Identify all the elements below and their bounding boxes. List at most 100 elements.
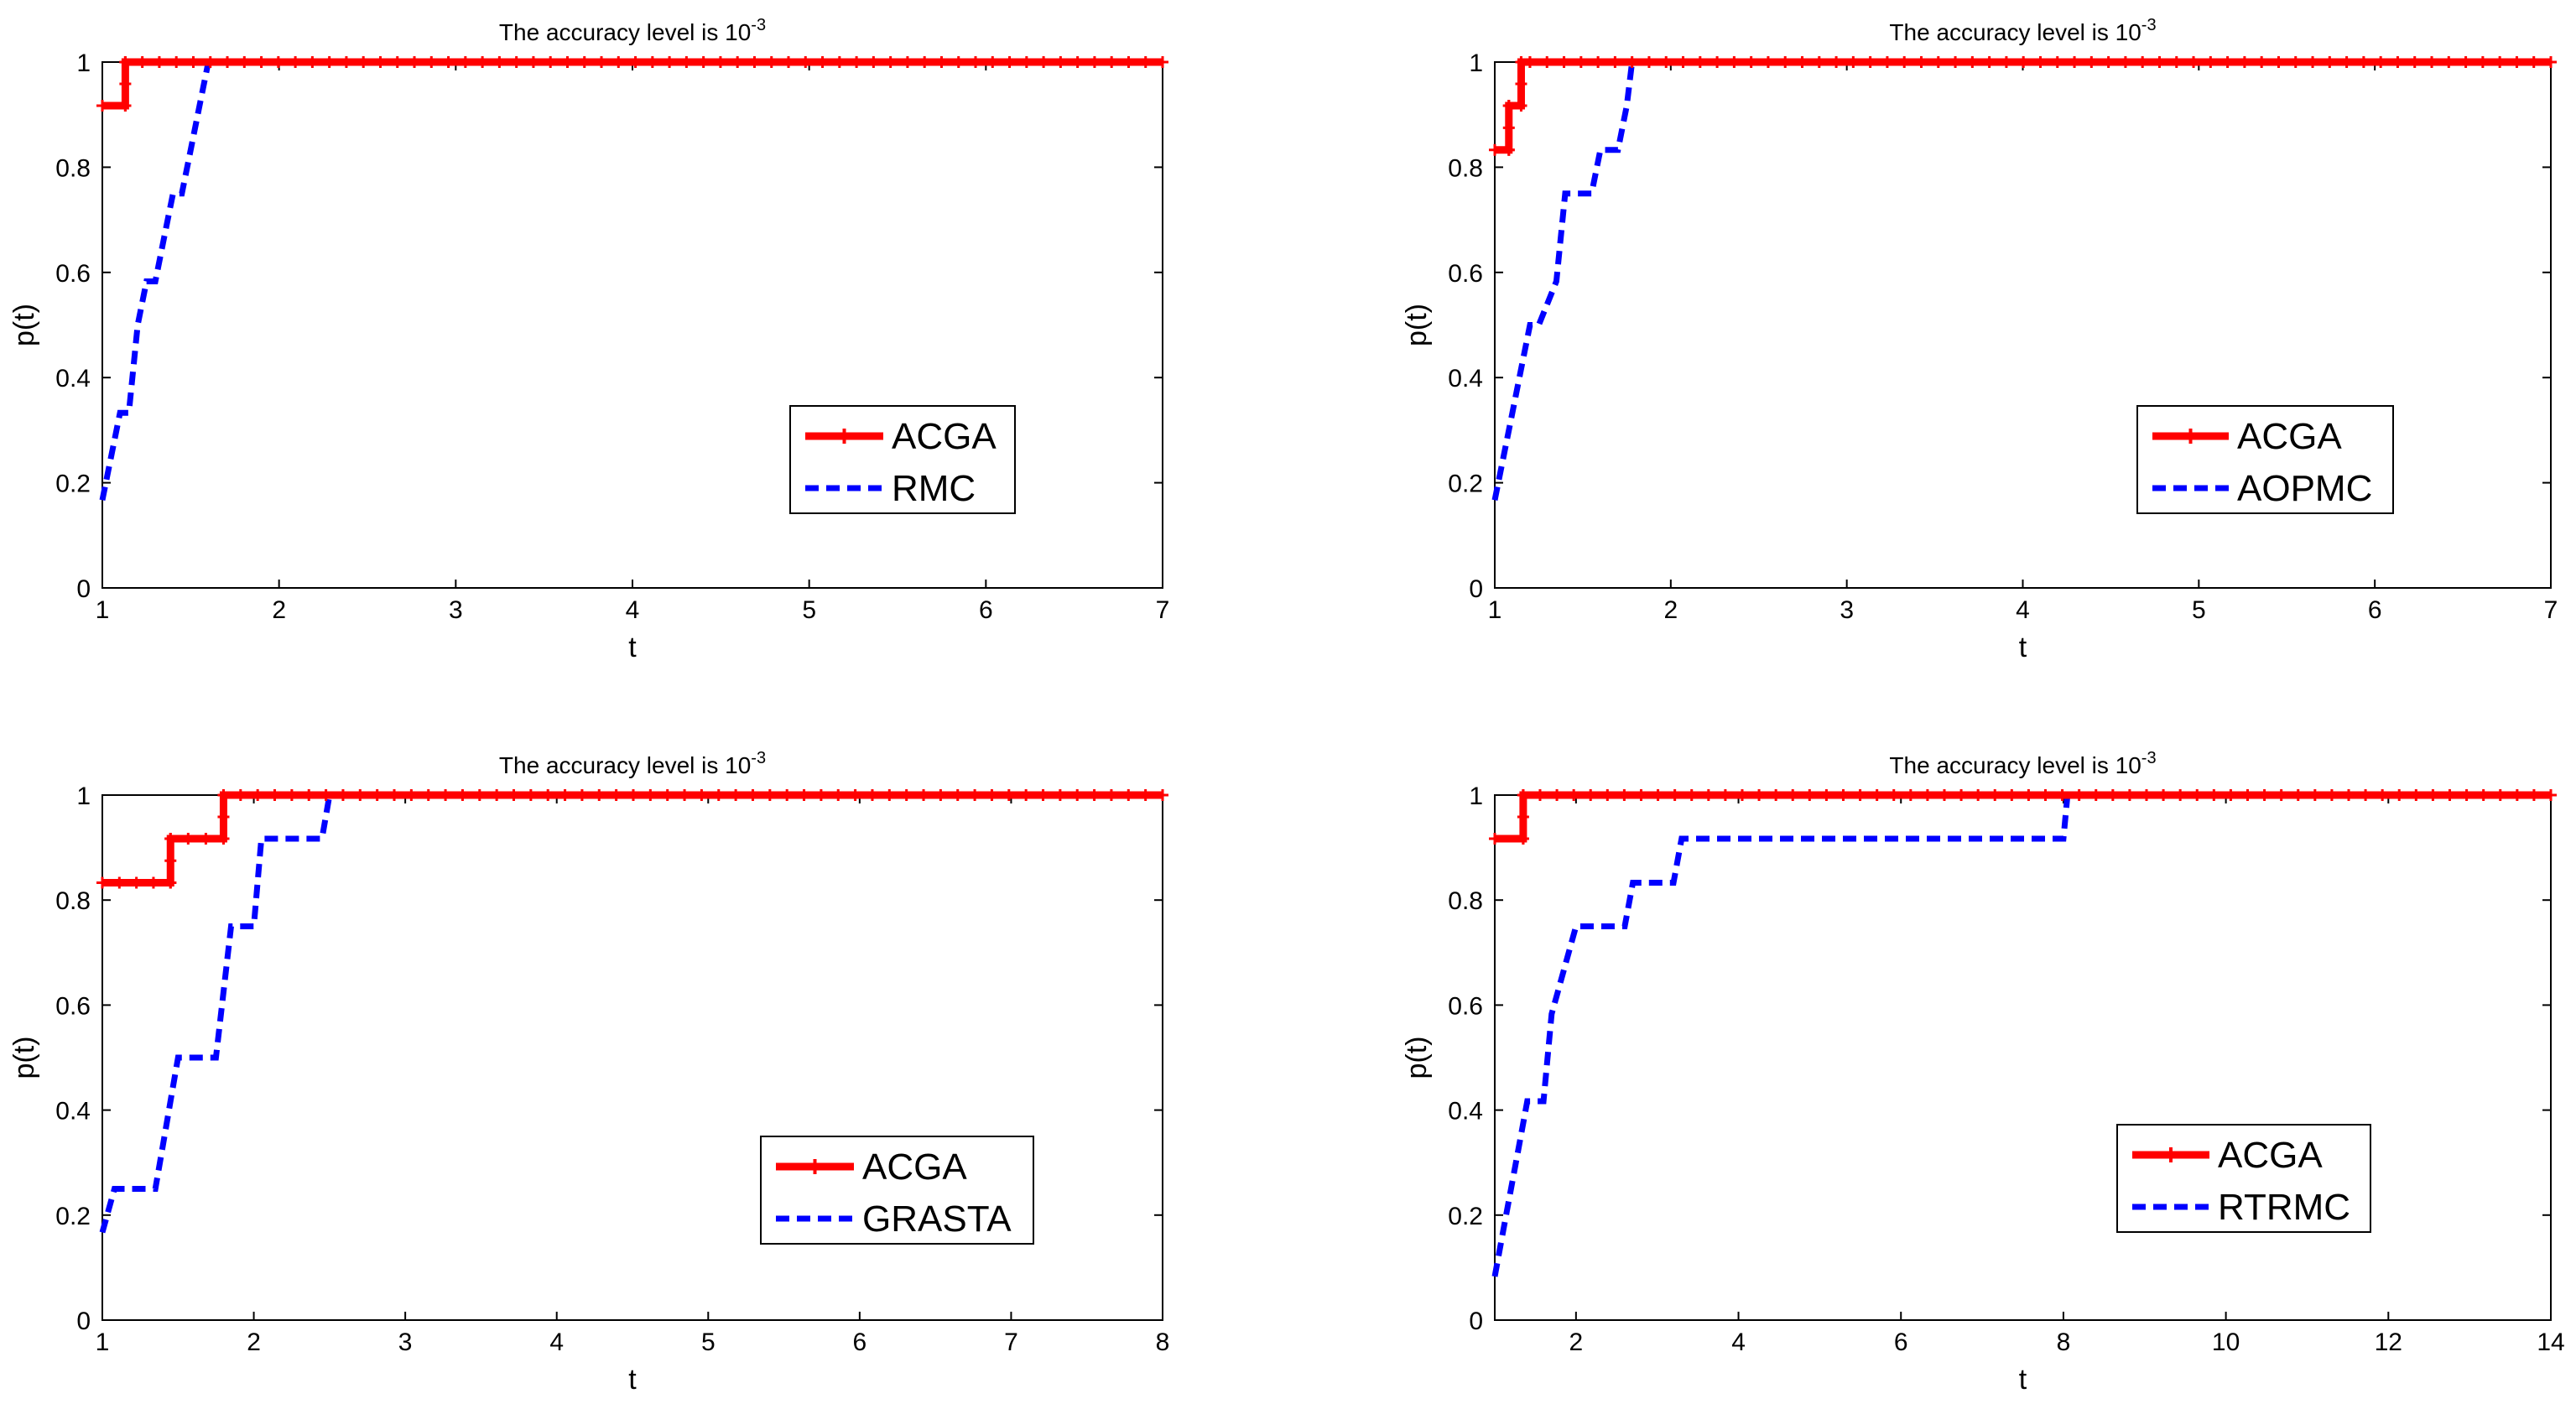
y-tick-label: 0.4 (55, 1098, 91, 1126)
series-marker (2188, 56, 2200, 68)
series-marker (664, 56, 676, 68)
series-marker (1803, 789, 1816, 801)
title-superscript: -3 (2141, 749, 2157, 767)
series-marker (1037, 789, 1049, 801)
series-marker (1932, 56, 1944, 68)
series-marker (1642, 56, 1655, 68)
series-marker (170, 56, 183, 68)
series-marker (1558, 56, 1570, 68)
series-line (1491, 792, 2551, 1277)
series-marker (2191, 789, 2204, 801)
series-marker (147, 876, 159, 889)
x-tick-label: 6 (1894, 1328, 1908, 1356)
x-tick-label: 2 (247, 1328, 261, 1356)
x-tick-label: 5 (701, 1328, 716, 1356)
y-tick-label: 0.8 (55, 887, 91, 915)
series-marker (493, 56, 506, 68)
series-marker (2136, 56, 2149, 68)
series-marker (303, 789, 315, 801)
series-marker (2258, 789, 2271, 801)
series-marker (1989, 789, 2001, 801)
x-tick-label: 3 (1840, 596, 1854, 624)
series-marker (2225, 789, 2237, 801)
x-tick-label: 14 (2537, 1328, 2564, 1356)
y-tick-label: 0.8 (1448, 154, 1483, 182)
series-marker (1071, 789, 1084, 801)
series-marker (2085, 56, 2098, 68)
y-axis-label: p(t) (1401, 304, 1433, 346)
series-marker (473, 789, 486, 801)
chart-panel-3: 1 2 3 4 5 6 7 8 0 0.2 0.4 0.6 0.8 1 The accuracy level… (8, 749, 1169, 1396)
series-marker (1881, 56, 1893, 68)
series-marker (1020, 789, 1033, 801)
y-axis-label: p(t) (8, 1037, 40, 1079)
series-marker (285, 789, 298, 801)
series-marker (680, 56, 693, 68)
series-marker (1157, 789, 1168, 801)
series-marker (1652, 789, 1664, 801)
series-marker (2221, 56, 2234, 68)
series-marker (544, 56, 557, 68)
series-marker (1753, 789, 1766, 801)
series-marker (1003, 56, 1016, 68)
series-marker (712, 789, 725, 801)
series-marker (2340, 56, 2353, 68)
series-marker (781, 789, 794, 801)
series-marker (2308, 789, 2321, 801)
series-marker (1677, 56, 1689, 68)
series-marker (456, 789, 469, 801)
x-tick-label: 3 (449, 596, 463, 624)
y-tick-label: 1 (76, 782, 91, 810)
series-marker (354, 789, 367, 801)
y-tick-label: 1 (1469, 782, 1483, 810)
legend-marker (2183, 429, 2199, 444)
series-marker (323, 56, 336, 68)
legend-label: RMC (892, 468, 976, 509)
series-marker (2360, 789, 2372, 801)
series-marker (883, 789, 896, 801)
series-marker (1668, 789, 1681, 801)
series-marker (661, 789, 674, 801)
series-marker (2292, 789, 2304, 801)
series-marker (2022, 789, 2035, 801)
y-tick-label: 0 (1469, 1308, 1483, 1335)
series-marker (1502, 143, 1515, 156)
series-marker (2069, 56, 2081, 68)
series-marker (2106, 789, 2119, 801)
series-marker (2494, 789, 2506, 801)
legend-label: RTRMC (2218, 1187, 2350, 1228)
series-marker (2272, 56, 2285, 68)
y-axis-label: p(t) (1401, 1037, 1433, 1079)
series-marker (2511, 56, 2523, 68)
legend-marker (836, 429, 852, 444)
series-marker (799, 56, 812, 68)
series-marker (2494, 56, 2506, 68)
x-axis-label: t (2019, 632, 2027, 663)
y-tick-label: 0.4 (1448, 365, 1483, 393)
series-marker (130, 876, 143, 889)
series-marker (113, 876, 126, 889)
series-marker (951, 789, 964, 801)
series-marker (164, 855, 177, 867)
x-tick-label: 6 (2368, 596, 2382, 624)
series-marker (1711, 56, 1724, 68)
legend-label: GRASTA (862, 1198, 1012, 1240)
legend-label: ACGA (892, 416, 997, 457)
series-marker (679, 789, 691, 801)
y-tick-label: 0 (76, 575, 91, 603)
series-marker (2393, 789, 2406, 801)
series-marker (1837, 789, 1850, 801)
series-marker (2545, 789, 2557, 801)
series-marker (2357, 56, 2370, 68)
series-marker (2119, 56, 2131, 68)
series-marker (969, 789, 981, 801)
y-tick-label: 0.8 (1448, 887, 1483, 915)
series-marker (476, 56, 489, 68)
series-marker (1122, 789, 1135, 801)
y-tick-label: 0.2 (55, 1203, 91, 1230)
series-marker (136, 56, 148, 68)
series-marker (2089, 789, 2102, 801)
series-marker (1736, 789, 1748, 801)
chart-panel-4: 2 4 6 8 10 12 14 0 0.2 0.4 0.6 0.8 1 The accuracy lev… (1401, 749, 2565, 1396)
series-marker (2408, 56, 2421, 68)
